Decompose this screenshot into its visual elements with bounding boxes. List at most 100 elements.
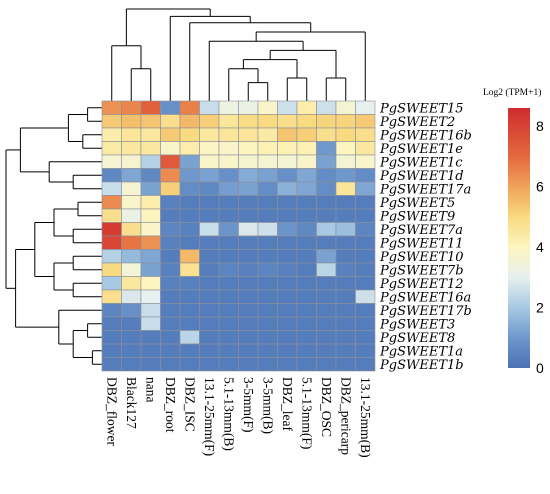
heatmap-cell (199, 262, 220, 277)
heatmap-cell (199, 100, 220, 115)
heatmap-cell (179, 208, 200, 223)
heatmap-cell (101, 316, 122, 331)
heatmap-cell (316, 127, 337, 142)
heatmap-cell (296, 195, 317, 210)
heatmap-cell (316, 208, 337, 223)
heatmap-cell (277, 343, 298, 358)
heatmap-cell (218, 100, 239, 115)
heatmap-cell (257, 316, 278, 331)
heatmap-cell (355, 154, 376, 169)
row-label: PgSWEET16b (379, 128, 472, 143)
column-label: 5.1-13mm(B) (221, 377, 236, 451)
heatmap-cell (316, 249, 337, 264)
heatmap-cell (140, 276, 161, 291)
column-label: 5.1-13mm(F) (299, 377, 314, 449)
heatmap-cell (296, 343, 317, 358)
heatmap-cell (101, 127, 122, 142)
heatmap-cell (355, 141, 376, 156)
colorbar-tick-label: 4 (536, 239, 544, 255)
heatmap-cell (335, 343, 356, 358)
row-label: PgSWEET10 (379, 250, 464, 265)
heatmap-cell (335, 235, 356, 250)
heatmap-cell (335, 154, 356, 169)
heatmap-cell (355, 208, 376, 223)
heatmap-cell (355, 100, 376, 115)
heatmap-cell (257, 114, 278, 129)
row-label: PgSWEET1d (379, 169, 464, 184)
heatmap-cell (238, 249, 259, 264)
heatmap-cell (218, 357, 239, 372)
heatmap-cell (121, 262, 142, 277)
column-label: DBZ_OSC (319, 377, 334, 437)
heatmap-cell (160, 181, 181, 196)
heatmap-cell (257, 127, 278, 142)
heatmap-cell (199, 276, 220, 291)
heatmap-cell (355, 249, 376, 264)
heatmap-cell (296, 154, 317, 169)
heatmap-cell (238, 168, 259, 183)
heatmap-cell (257, 249, 278, 264)
heatmap-cell (355, 181, 376, 196)
heatmap-cell (296, 330, 317, 345)
heatmap-cell (277, 289, 298, 304)
heatmap-cell (316, 289, 337, 304)
heatmap-cell (101, 276, 122, 291)
heatmap-cell (296, 276, 317, 291)
heatmap-cell (238, 181, 259, 196)
row-label: PgSWEET7a (379, 223, 463, 238)
heatmap-cell (238, 141, 259, 156)
heatmap-cell (179, 222, 200, 237)
row-label: PgSWEET3 (379, 317, 455, 332)
heatmap-cell (355, 276, 376, 291)
heatmap-cell (101, 235, 122, 250)
heatmap-cell (101, 357, 122, 372)
column-label: DBZ_flower (104, 377, 119, 446)
row-label: PgSWEET12 (379, 277, 464, 292)
heatmap-cell (277, 208, 298, 223)
heatmap-cell (160, 100, 181, 115)
heatmap-cell (335, 195, 356, 210)
heatmap-cell (140, 114, 161, 129)
heatmap-cell (218, 262, 239, 277)
heatmap-cell (316, 303, 337, 318)
heatmap-cell (238, 330, 259, 345)
color-legend: Log2 (TPM+1) 0 2 4 6 8 (483, 87, 544, 376)
heatmap-cell (257, 303, 278, 318)
heatmap-cell (121, 330, 142, 345)
heatmap-cell (121, 154, 142, 169)
heatmap-cell (179, 303, 200, 318)
heatmap-cell (140, 357, 161, 372)
heatmap-cell (121, 276, 142, 291)
heatmap-cell (179, 343, 200, 358)
heatmap-cell (355, 114, 376, 129)
heatmap-cell (335, 127, 356, 142)
heatmap-cell (355, 127, 376, 142)
heatmap-cell (316, 262, 337, 277)
heatmap-cell (296, 316, 317, 331)
heatmap-cell (277, 127, 298, 142)
heatmap-cell (179, 114, 200, 129)
heatmap-cell (218, 330, 239, 345)
column-label: DBZ_ISC (182, 377, 197, 432)
heatmap-cell (101, 343, 122, 358)
heatmap-cell (199, 114, 220, 129)
heatmap-cell (160, 154, 181, 169)
heatmap-cell (121, 100, 142, 115)
heatmap-cell (160, 357, 181, 372)
heatmap-cell (218, 181, 239, 196)
heatmap-cell (335, 208, 356, 223)
heatmap-cell (101, 330, 122, 345)
heatmap-cell (199, 168, 220, 183)
colorbar-ticks: 0 2 4 6 8 (536, 118, 544, 376)
heatmap-cell (140, 343, 161, 358)
heatmap-cell (238, 114, 259, 129)
heatmap-cell (160, 114, 181, 129)
heatmap-cell (179, 127, 200, 142)
heatmap-cell (296, 208, 317, 223)
heatmap-cell (238, 276, 259, 291)
heatmap-cell (277, 303, 298, 318)
heatmap-cell (355, 316, 376, 331)
heatmap-cell (218, 195, 239, 210)
heatmap-cell (199, 222, 220, 237)
heatmap-cell (160, 262, 181, 277)
